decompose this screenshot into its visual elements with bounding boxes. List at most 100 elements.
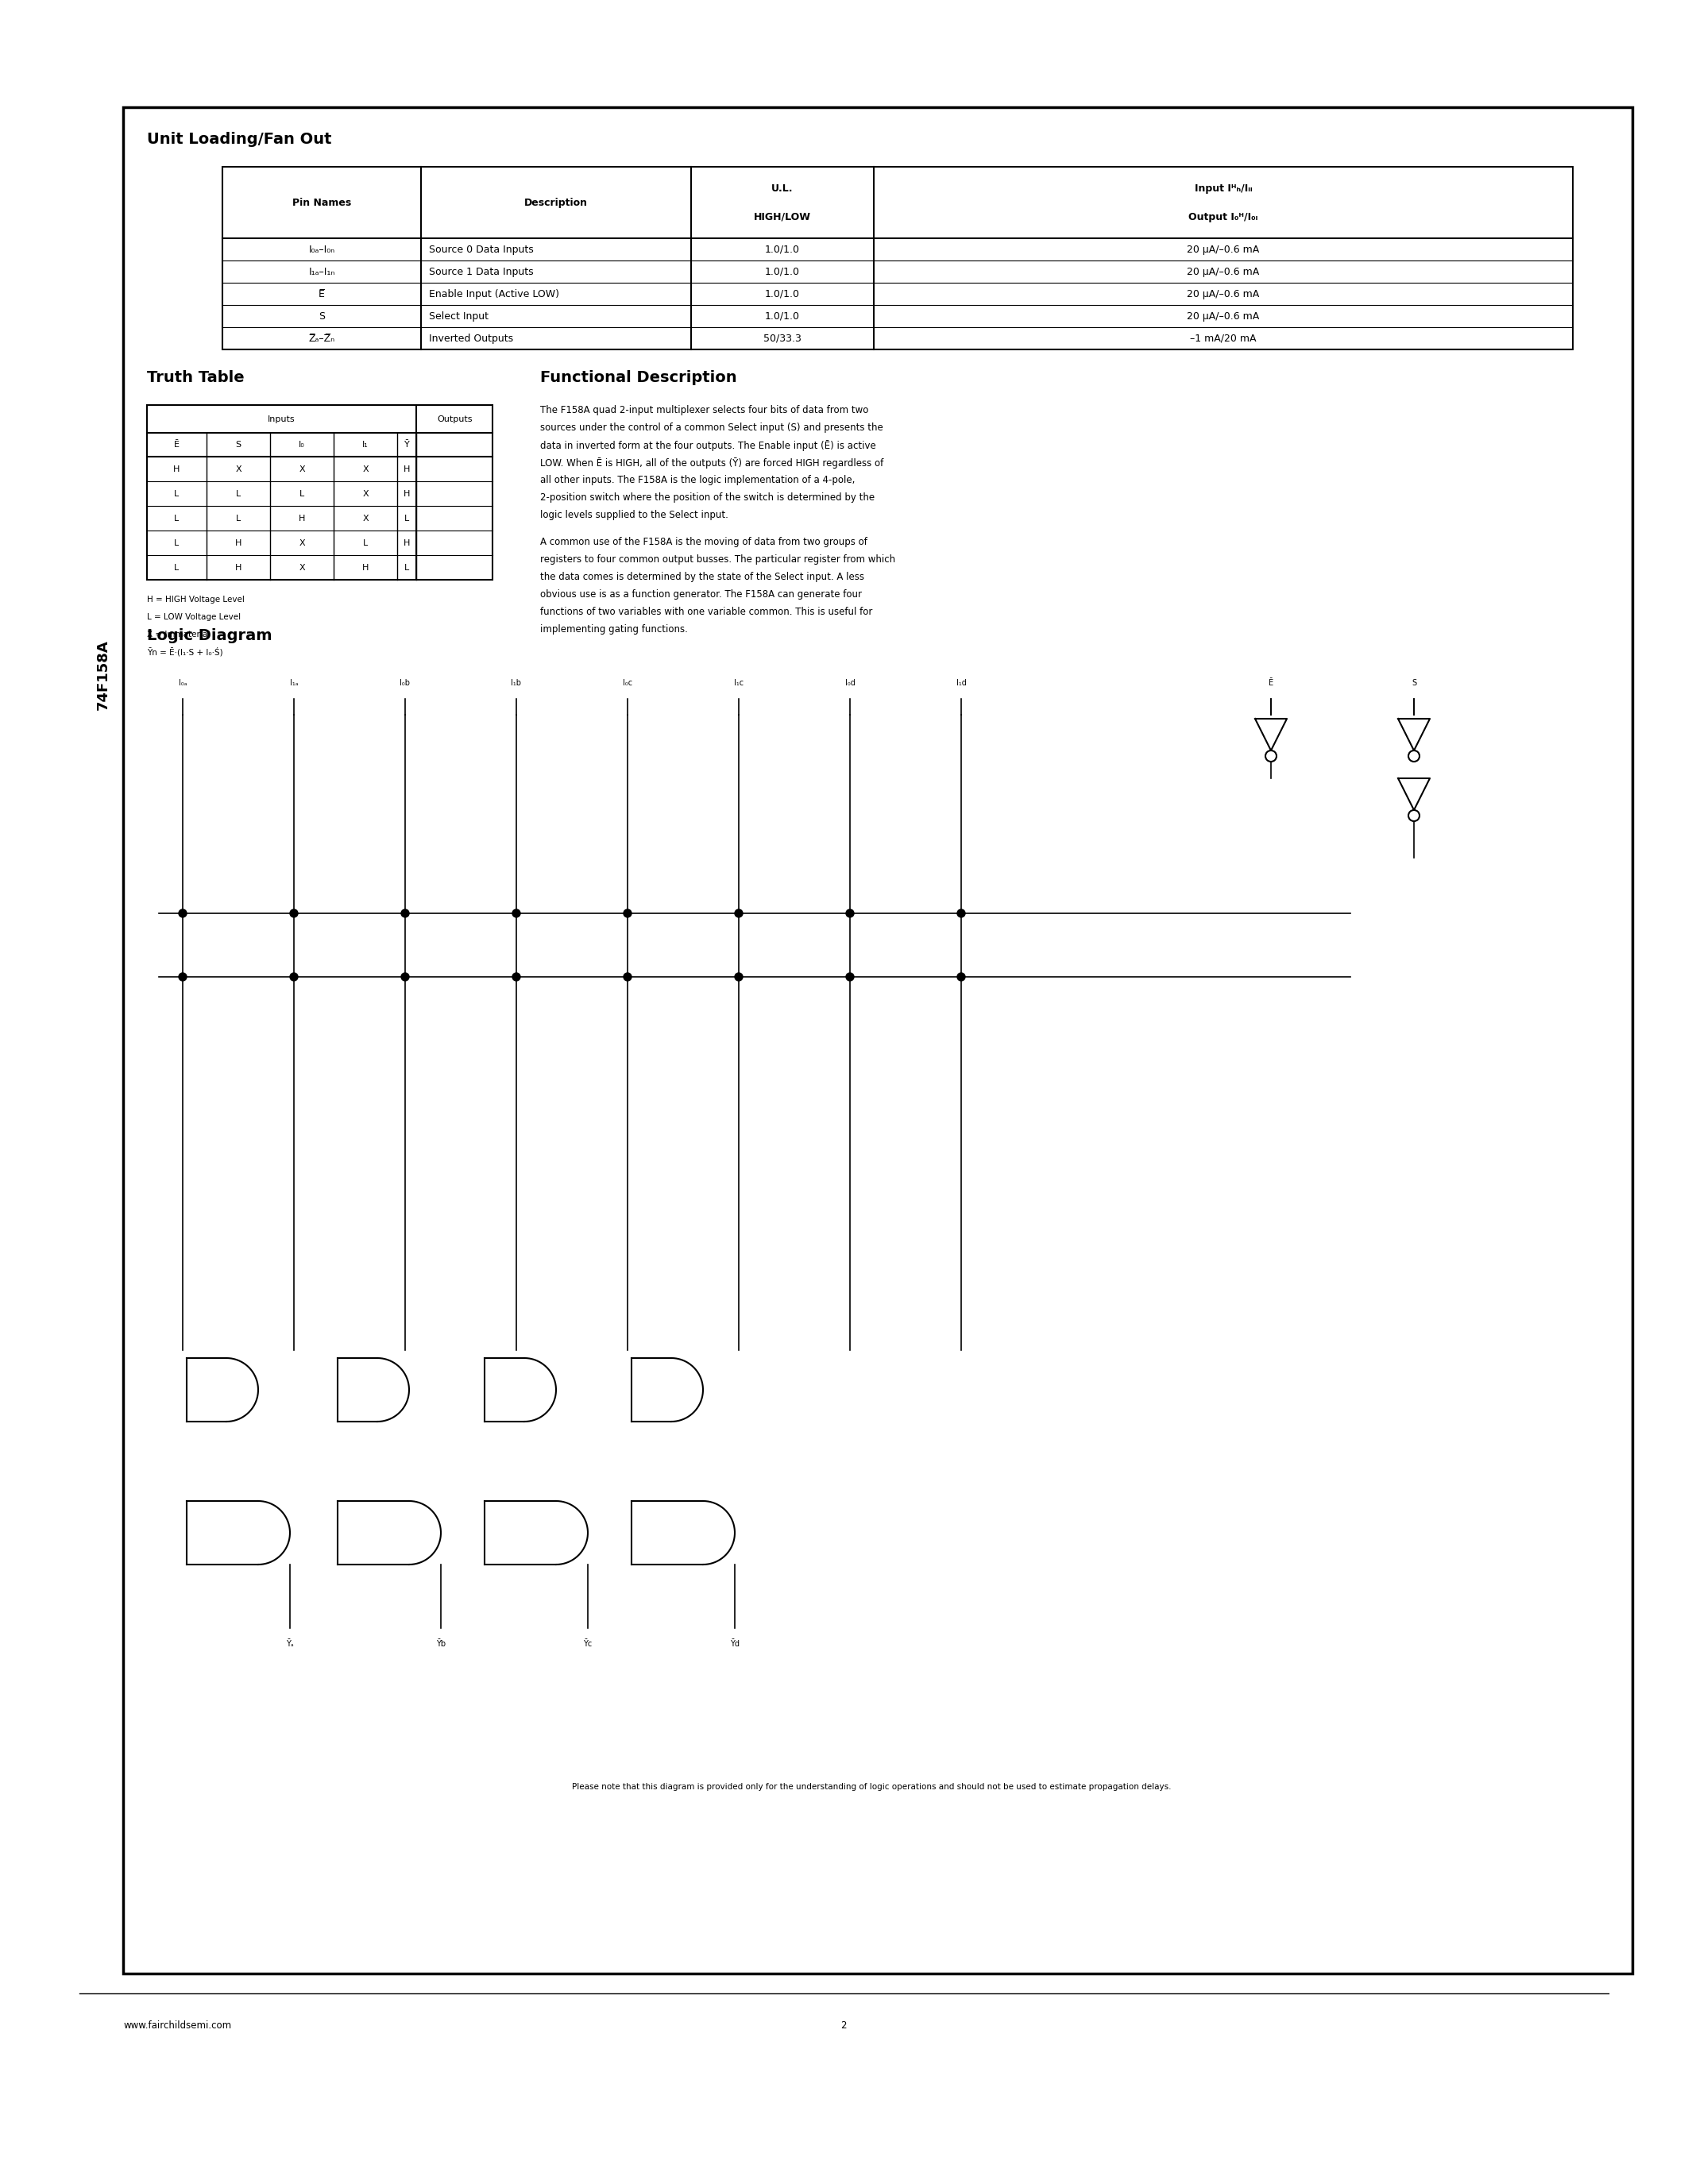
Circle shape bbox=[513, 972, 520, 981]
Text: Please note that this diagram is provided only for the understanding of logic op: Please note that this diagram is provide… bbox=[572, 1782, 1171, 1791]
Text: H: H bbox=[235, 563, 241, 572]
Text: L: L bbox=[174, 563, 179, 572]
Text: L: L bbox=[174, 489, 179, 498]
Text: all other inputs. The F158A is the logic implementation of a 4-pole,: all other inputs. The F158A is the logic… bbox=[540, 474, 856, 485]
Text: Unit Loading/Fan Out: Unit Loading/Fan Out bbox=[147, 131, 331, 146]
Circle shape bbox=[957, 909, 966, 917]
Text: I₁b: I₁b bbox=[511, 679, 522, 688]
Text: Select Input: Select Input bbox=[429, 310, 488, 321]
Text: Ȳb: Ȳb bbox=[436, 1640, 446, 1649]
Text: –1 mA/20 mA: –1 mA/20 mA bbox=[1190, 334, 1256, 343]
Circle shape bbox=[290, 909, 297, 917]
Text: Ȳd: Ȳd bbox=[729, 1640, 739, 1649]
Text: I₁ₐ–I₁ₙ: I₁ₐ–I₁ₙ bbox=[309, 266, 334, 277]
Text: 74F158A: 74F158A bbox=[96, 640, 110, 710]
Circle shape bbox=[290, 972, 297, 981]
Text: Ē: Ē bbox=[174, 441, 179, 448]
Text: Input Iᴴₕ/Iₗₗ: Input Iᴴₕ/Iₗₗ bbox=[1195, 183, 1252, 194]
Text: 2: 2 bbox=[841, 2020, 847, 2031]
Text: A common use of the F158A is the moving of data from two groups of: A common use of the F158A is the moving … bbox=[540, 537, 868, 548]
Circle shape bbox=[179, 909, 187, 917]
Text: L: L bbox=[405, 513, 408, 522]
Text: L = LOW Voltage Level: L = LOW Voltage Level bbox=[147, 614, 241, 620]
Circle shape bbox=[402, 909, 408, 917]
Circle shape bbox=[513, 909, 520, 917]
Text: 50/33.3: 50/33.3 bbox=[763, 334, 802, 343]
Text: 1.0/1.0: 1.0/1.0 bbox=[765, 266, 800, 277]
Circle shape bbox=[734, 972, 743, 981]
Bar bbox=[223, 166, 1573, 349]
Text: H: H bbox=[403, 489, 410, 498]
Text: I₀ₐ: I₀ₐ bbox=[179, 679, 187, 688]
Circle shape bbox=[623, 972, 631, 981]
Text: Enable Input (Active LOW): Enable Input (Active LOW) bbox=[429, 288, 559, 299]
Text: Inverted Outputs: Inverted Outputs bbox=[429, 334, 513, 343]
Text: I₁ₐ: I₁ₐ bbox=[290, 679, 299, 688]
Text: Ȳₐ: Ȳₐ bbox=[287, 1640, 294, 1649]
Text: L: L bbox=[236, 513, 241, 522]
Text: X: X bbox=[235, 465, 241, 474]
Text: Ȳc: Ȳc bbox=[584, 1640, 592, 1649]
Text: H: H bbox=[403, 539, 410, 546]
Text: L: L bbox=[174, 513, 179, 522]
Text: the data comes is determined by the state of the Select input. A less: the data comes is determined by the stat… bbox=[540, 572, 864, 583]
Text: X: X bbox=[363, 465, 368, 474]
Text: X: X bbox=[299, 563, 306, 572]
Text: H: H bbox=[403, 465, 410, 474]
Text: L: L bbox=[363, 539, 368, 546]
Text: HIGH/LOW: HIGH/LOW bbox=[755, 212, 810, 223]
Text: LOW. When Ē is HIGH, all of the outputs (Ȳ) are forced HIGH regardless of: LOW. When Ē is HIGH, all of the outputs … bbox=[540, 456, 883, 470]
Text: I₀ₐ–I₀ₙ: I₀ₐ–I₀ₙ bbox=[309, 245, 334, 256]
Text: L: L bbox=[299, 489, 304, 498]
Text: sources under the control of a common Select input (S) and presents the: sources under the control of a common Se… bbox=[540, 422, 883, 432]
Text: I₁c: I₁c bbox=[734, 679, 743, 688]
Text: 1.0/1.0: 1.0/1.0 bbox=[765, 245, 800, 256]
Text: implementing gating functions.: implementing gating functions. bbox=[540, 625, 687, 636]
Circle shape bbox=[179, 972, 187, 981]
Text: Inputs: Inputs bbox=[268, 415, 295, 424]
Text: L: L bbox=[174, 539, 179, 546]
Text: L: L bbox=[405, 563, 408, 572]
Text: U.L.: U.L. bbox=[771, 183, 793, 194]
Text: 1.0/1.0: 1.0/1.0 bbox=[765, 310, 800, 321]
Text: H: H bbox=[174, 465, 181, 474]
Text: E̅: E̅ bbox=[319, 288, 324, 299]
Text: 20 μA/–0.6 mA: 20 μA/–0.6 mA bbox=[1187, 266, 1259, 277]
Text: S: S bbox=[236, 441, 241, 448]
Text: 20 μA/–0.6 mA: 20 μA/–0.6 mA bbox=[1187, 245, 1259, 256]
Text: X: X bbox=[299, 465, 306, 474]
Text: Ȳn = Ē·(I₁·S + I₀·Ś): Ȳn = Ē·(I₁·S + I₀·Ś) bbox=[147, 646, 223, 657]
Text: Logic Diagram: Logic Diagram bbox=[147, 627, 272, 642]
Text: X = Immaterial: X = Immaterial bbox=[147, 631, 209, 638]
Text: data in inverted form at the four outputs. The Enable input (Ē) is active: data in inverted form at the four output… bbox=[540, 439, 876, 452]
Text: X: X bbox=[363, 489, 368, 498]
Text: I₀b: I₀b bbox=[400, 679, 410, 688]
Text: I₀: I₀ bbox=[299, 441, 306, 448]
Text: 2-position switch where the position of the switch is determined by the: 2-position switch where the position of … bbox=[540, 491, 874, 502]
Circle shape bbox=[846, 909, 854, 917]
Circle shape bbox=[734, 909, 743, 917]
Text: logic levels supplied to the Select input.: logic levels supplied to the Select inpu… bbox=[540, 509, 728, 520]
Circle shape bbox=[402, 972, 408, 981]
Text: Output I₀ᴴ/I₀ₗ: Output I₀ᴴ/I₀ₗ bbox=[1188, 212, 1258, 223]
Text: functions of two variables with one variable common. This is useful for: functions of two variables with one vari… bbox=[540, 607, 873, 618]
Bar bbox=[147, 404, 493, 579]
Text: registers to four common output busses. The particular register from which: registers to four common output busses. … bbox=[540, 555, 895, 566]
Text: L: L bbox=[236, 489, 241, 498]
Text: I₁d: I₁d bbox=[955, 679, 966, 688]
Text: Functional Description: Functional Description bbox=[540, 369, 738, 384]
Text: Truth Table: Truth Table bbox=[147, 369, 245, 384]
Text: I₀d: I₀d bbox=[846, 679, 856, 688]
Circle shape bbox=[957, 972, 966, 981]
Text: H: H bbox=[235, 539, 241, 546]
Text: 20 μA/–0.6 mA: 20 μA/–0.6 mA bbox=[1187, 310, 1259, 321]
Text: X: X bbox=[299, 539, 306, 546]
Text: S: S bbox=[319, 310, 324, 321]
Text: Pin Names: Pin Names bbox=[292, 197, 351, 207]
Text: X: X bbox=[363, 513, 368, 522]
Text: 20 μA/–0.6 mA: 20 μA/–0.6 mA bbox=[1187, 288, 1259, 299]
Text: The F158A quad 2-input multiplexer selects four bits of data from two: The F158A quad 2-input multiplexer selec… bbox=[540, 404, 869, 415]
Text: H: H bbox=[361, 563, 368, 572]
Text: H: H bbox=[299, 513, 306, 522]
Text: www.fairchildsemi.com: www.fairchildsemi.com bbox=[123, 2020, 231, 2031]
